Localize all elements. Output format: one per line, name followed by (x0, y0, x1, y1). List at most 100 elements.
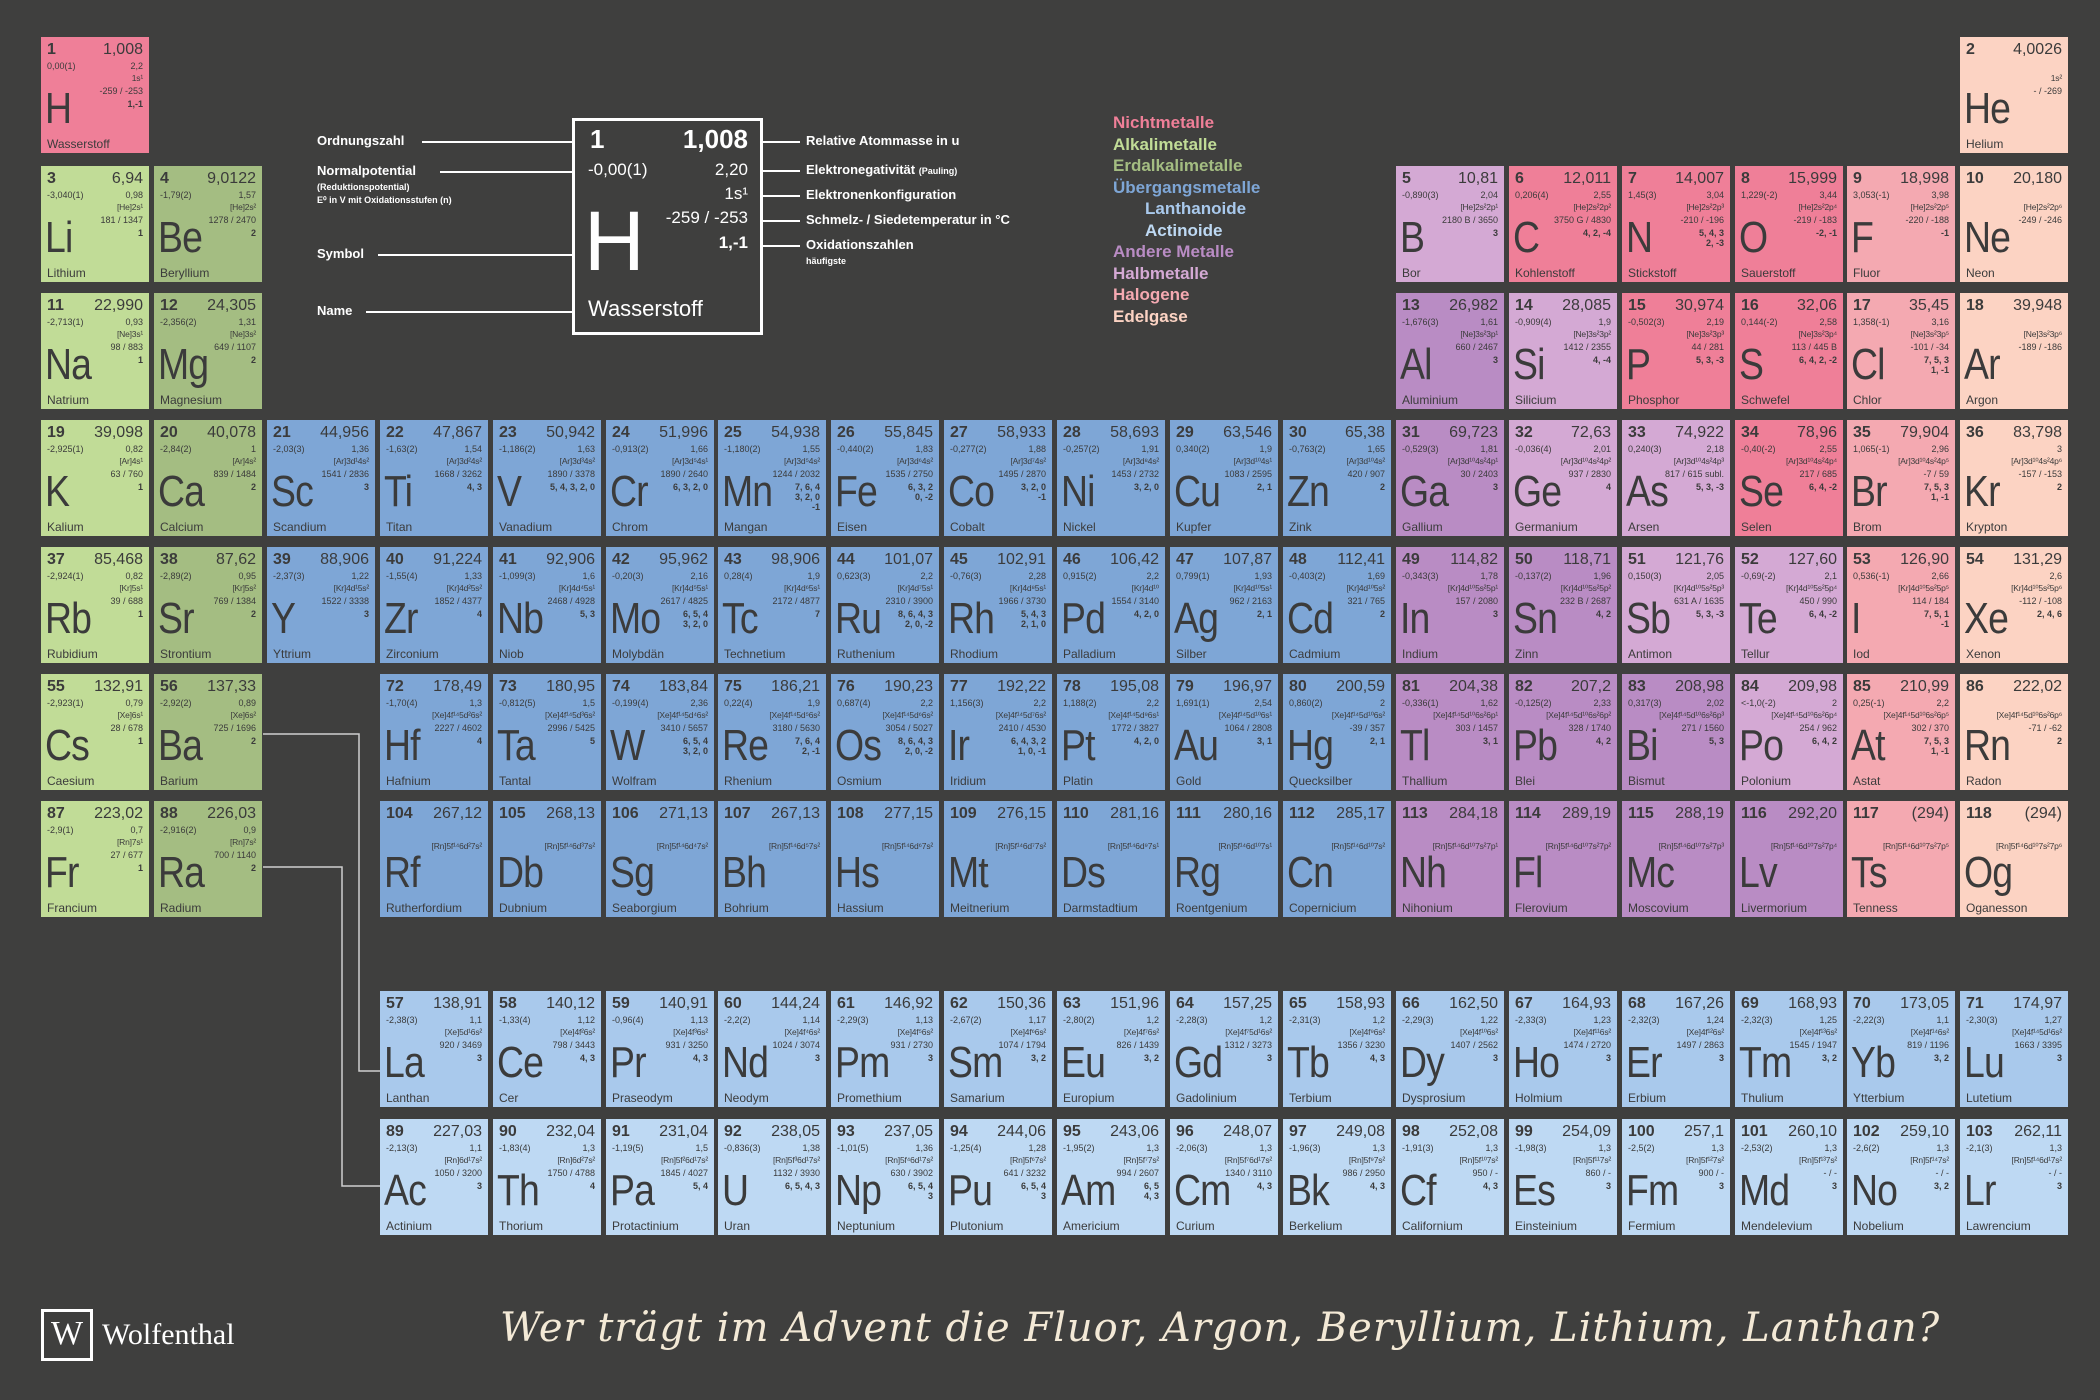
element-symbol: Ru (835, 594, 882, 643)
melting-boiling-point: 3180 / 5630 (772, 723, 820, 733)
element-symbol: N (1626, 213, 1653, 262)
element-symbol: Tl (1400, 721, 1430, 770)
normal-potential: 0,799(1) (1176, 571, 1210, 581)
electronegativity: 1,63 (577, 444, 595, 454)
element-cell-rn: 86 222,02 [Xe]4f¹⁴5d¹⁰6s²6p⁶ -71 / -62 2 Rn Ra… (1960, 674, 2068, 790)
electron-configuration: [Rn]5f¹⁴6d⁵7s² (768, 841, 820, 851)
atomic-mass: 257,1 (1683, 1123, 1724, 1140)
element-name: Antimon (1628, 647, 1673, 661)
element-name: Magnesium (160, 393, 223, 407)
atomic-mass: 40,078 (207, 424, 256, 441)
atomic-mass: 69,723 (1449, 424, 1498, 441)
oxidation-states: 6, 5 4, 3 (1143, 1181, 1159, 1201)
element-name: Beryllium (160, 266, 210, 280)
melting-boiling-point: 2172 / 4877 (772, 596, 820, 606)
element-cell-fe: 26 55,845 -0,440(2) 1,83 [Ar]3d⁶4s² 1535 / 27… (831, 420, 939, 536)
electronegativity: 1,81 (1480, 444, 1498, 454)
oxidation-states: 2 (250, 736, 256, 746)
element-name: Argon (1966, 393, 1999, 407)
atomic-number: 108 (837, 805, 864, 822)
electronegativity: 2,6 (2049, 571, 2062, 581)
oxidation-states: 6, 5, 4 3, 2, 0 (682, 609, 708, 629)
electronegativity: 0,93 (125, 317, 143, 327)
legend-item-e: Erdalkalimetalle (1113, 156, 1243, 175)
atomic-number: 89 (386, 1123, 404, 1140)
melting-boiling-point: 1474 / 2720 (1563, 1040, 1611, 1050)
normal-potential: 0,860(2) (1289, 698, 1323, 708)
atomic-number: 96 (1176, 1123, 1194, 1140)
oxidation-states: 6, 4, -2 (1808, 482, 1837, 492)
atomic-mass: 207,2 (1570, 678, 1611, 695)
element-name: Tantal (499, 774, 532, 788)
normal-potential: -2,6(2) (1853, 1143, 1880, 1153)
element-name: Erbium (1628, 1091, 1667, 1105)
key-box (572, 118, 763, 335)
atomic-number: 16 (1741, 297, 1759, 314)
atomic-mass: 18,998 (1900, 170, 1949, 187)
key-en: 2,20 (714, 160, 748, 179)
atomic-mass: 47,867 (433, 424, 482, 441)
normal-potential: -2,89(2) (160, 571, 192, 581)
electron-configuration: [Rn]5f¹⁴6d⁹7s¹ (1107, 841, 1159, 851)
element-cell-he: 2 4,0026 1s² - / -269 He Helium (1960, 37, 2068, 153)
atomic-mass: 10,81 (1457, 170, 1498, 187)
electronegativity: 1 (250, 444, 256, 454)
atomic-number: 86 (1966, 678, 1984, 695)
melting-boiling-point: 1356 / 3230 (1337, 1040, 1385, 1050)
key-mass: 1,008 (682, 124, 748, 154)
element-name: Niob (499, 647, 524, 661)
atomic-number: 14 (1515, 297, 1533, 314)
element-symbol: Ga (1400, 467, 1449, 516)
electronegativity: 2,05 (1706, 571, 1724, 581)
oxidation-states: 1 (137, 482, 143, 492)
atomic-mass: 209,98 (1788, 678, 1837, 695)
oxidation-states: 3 (1492, 1053, 1498, 1063)
atomic-mass: 157,25 (1223, 995, 1272, 1012)
element-name: Schwefel (1741, 393, 1790, 407)
electron-configuration: [Xe]4f¹⁴5d⁹6s¹ (1108, 710, 1159, 720)
element-symbol: Np (835, 1166, 882, 1215)
normal-potential: -1,186(2) (499, 444, 536, 454)
element-name: Bismut (1628, 774, 1665, 788)
atomic-mass: 140,12 (546, 995, 595, 1012)
atomic-mass: 174,97 (2013, 995, 2062, 1012)
oxidation-states: 4 (1605, 482, 1611, 492)
melting-boiling-point: -101 / -34 (1910, 342, 1949, 352)
melting-boiling-point: 181 / 1347 (100, 215, 143, 225)
atomic-mass: 208,98 (1675, 678, 1724, 695)
atomic-mass: 249,08 (1336, 1123, 1385, 1140)
oxidation-states: 4, 2, -4 (1582, 228, 1611, 238)
electron-configuration: [Xe]4f¹³6s² (1799, 1027, 1838, 1037)
element-symbol: Pd (1061, 594, 1106, 643)
electronegativity: 2,2 (130, 61, 143, 71)
element-name: Platin (1063, 774, 1094, 788)
normal-potential: -2,32(3) (1741, 1015, 1773, 1025)
element-cell-sn: 50 118,71 -0,137(2) 1,96 [Kr]4d¹⁰5s²5p² 232 B… (1509, 547, 1617, 663)
normal-potential: -2,92(2) (160, 698, 192, 708)
electron-configuration: [Kr]4d⁴5s¹ (558, 583, 595, 593)
element-symbol: Tb (1287, 1038, 1330, 1087)
oxidation-states: 1,-1 (127, 99, 143, 109)
atomic-mass: 173,05 (1900, 995, 1949, 1012)
element-name: Gadolinium (1176, 1091, 1237, 1105)
element-name: Francium (47, 901, 98, 915)
element-symbol: Os (835, 721, 882, 770)
electron-configuration: [Ar]3d¹⁰4s²4p⁵ (1898, 456, 1949, 466)
element-name: Curium (1176, 1219, 1215, 1233)
electronegativity: 1,31 (238, 317, 256, 327)
element-name: Palladium (1063, 647, 1116, 661)
oxidation-states: 7, 5, 3 1, -1 (1923, 482, 1949, 502)
electronegativity: 1,91 (1141, 444, 1159, 454)
atomic-number: 53 (1853, 551, 1871, 568)
element-symbol: Bk (1287, 1166, 1330, 1215)
element-name: Sauerstoff (1741, 266, 1796, 280)
element-symbol: Ta (497, 721, 536, 770)
oxidation-states: 3 (363, 609, 369, 619)
label-e0: E⁰ in V mit Oxidationsstufen (n) (317, 195, 452, 205)
normal-potential: <-1,0(-2) (1741, 698, 1776, 708)
normal-potential: -2,84(2) (160, 444, 192, 454)
element-symbol: Bi (1626, 721, 1658, 770)
normal-potential: -1,91(3) (1402, 1143, 1434, 1153)
electron-configuration: [Ar]4s² (232, 456, 256, 466)
normal-potential: -2,916(2) (160, 825, 197, 835)
